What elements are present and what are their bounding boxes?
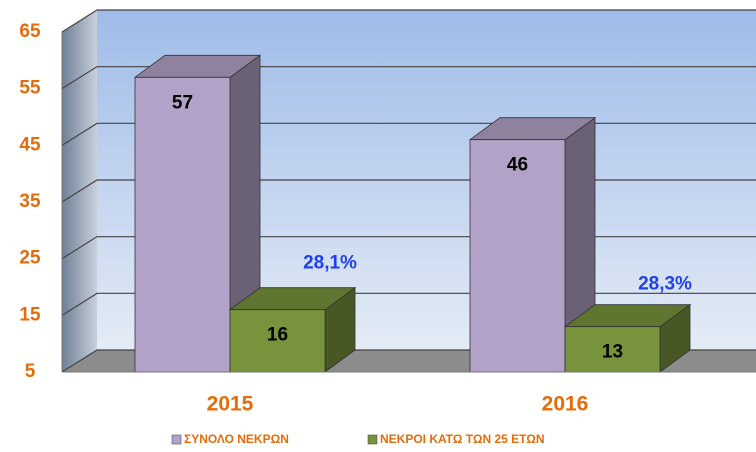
annotation: 28,1%: [303, 253, 357, 274]
y-tick-label: 5: [25, 361, 36, 382]
value-label: 13: [602, 342, 623, 363]
x-tick-label: 2016: [542, 393, 589, 416]
y-tick-label: 65: [19, 21, 41, 42]
y-tick-label: 45: [19, 134, 41, 155]
legend-label: ΝΕΚΡΟΙ ΚΑΤΩ ΤΩΝ 25 ΕΤΩΝ: [380, 432, 545, 446]
bar: [563, 303, 692, 373]
legend-swatch: [367, 434, 378, 445]
bar-front: [229, 309, 326, 373]
legend-label: ΣΥΝΟΛΟ ΝΕΚΡΩΝ: [184, 432, 289, 446]
y-tick-label: 25: [19, 248, 41, 269]
grid-line: [61, 66, 756, 90]
y-tick-label: 15: [19, 304, 41, 325]
bar-front: [134, 76, 231, 373]
bar-front: [469, 139, 566, 373]
annotation: 28,3%: [638, 274, 692, 295]
y-tick-label: 55: [19, 78, 41, 99]
grid-line: [61, 9, 756, 33]
value-label: 16: [267, 325, 288, 346]
bar: [468, 116, 597, 373]
x-tick-label: 2015: [207, 393, 254, 416]
value-label: 57: [172, 92, 193, 113]
bar: [228, 286, 357, 373]
value-label: 46: [507, 155, 528, 176]
y-tick-label: 35: [19, 191, 41, 212]
legend-swatch: [171, 434, 182, 445]
